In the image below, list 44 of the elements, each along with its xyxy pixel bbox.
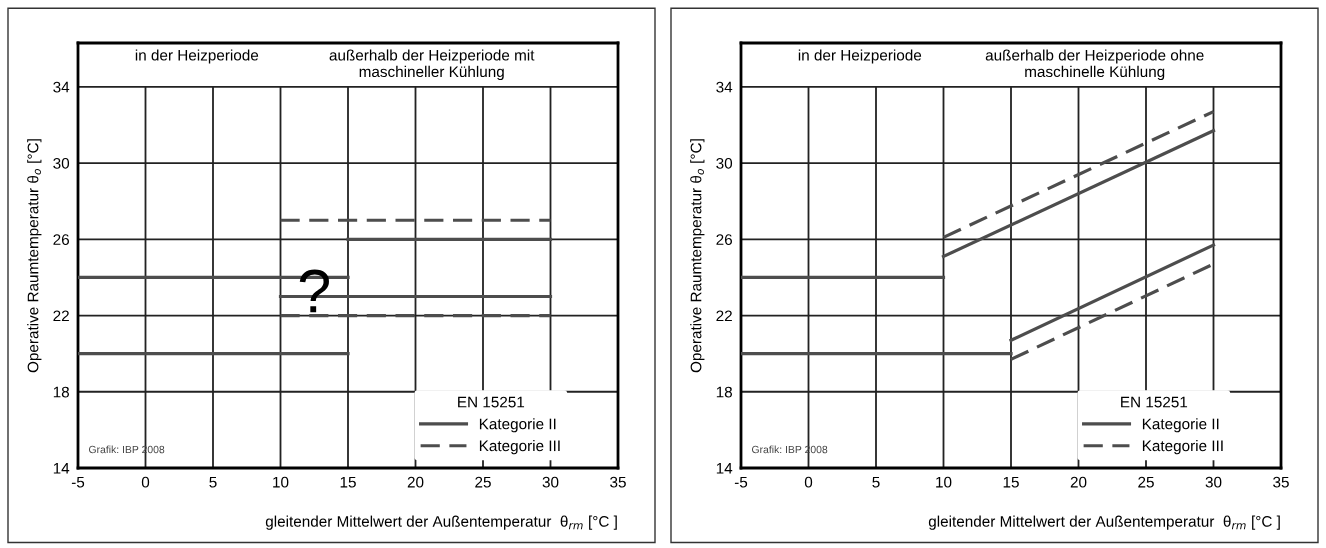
annotation: außerhalb der Heizperiode ohne maschinelle Kühlung: [985, 49, 1204, 81]
legend-title: EN 15251: [1121, 396, 1188, 408]
legend-label: Kategorie III: [479, 440, 560, 455]
x-tick-label: 15: [1003, 476, 1019, 488]
x-tick-label: 20: [1070, 476, 1087, 488]
x-tick-label: -5: [71, 476, 85, 488]
y-tick-label: 34: [716, 81, 733, 93]
legend-label: Kategorie II: [1142, 418, 1219, 433]
x-axis-title: gleitender Mittelwert der Außentemperatur θ$_{rm}$ [°C ]: [265, 515, 617, 530]
y-tick-label: 18: [716, 386, 732, 398]
x-axis-title: gleitender Mittelwert der Außentemperatur θ$_{rm}$ [°C ]: [928, 515, 1280, 530]
y-axis-title: Operative Raumtemperatur θ$_{o}$ [°C]: [690, 139, 705, 373]
x-tick-label: 25: [475, 476, 491, 488]
y-tick-label: 18: [53, 386, 69, 398]
x-tick-label: 0: [141, 476, 150, 488]
legend-title: EN 15251: [458, 396, 525, 408]
annotation: in der Heizperiode: [798, 49, 922, 64]
y-tick-label: 34: [53, 81, 70, 93]
y-tick-label: 26: [716, 234, 732, 245]
x-tick-label: 10: [273, 476, 289, 488]
x-tick-label: 5: [209, 476, 217, 488]
y-tick-label: 30: [716, 157, 733, 169]
y-axis-title: Operative Raumtemperatur θ$_{o}$ [°C]: [27, 139, 42, 373]
x-tick-label: 10: [936, 476, 952, 488]
x-tick-label: 25: [1138, 476, 1154, 488]
y-tick-label: 22: [53, 310, 69, 322]
y-tick-label: 14: [716, 463, 733, 474]
y-tick-label: 30: [53, 157, 70, 169]
x-tick-label: 5: [872, 476, 880, 488]
x-tick-label: 20: [407, 476, 424, 488]
annotation: in der Heizperiode: [135, 49, 259, 64]
x-tick-label: 30: [542, 476, 559, 488]
legend-label: Kategorie III: [1142, 440, 1223, 455]
x-tick-label: 30: [1205, 476, 1222, 488]
y-tick-label: 14: [53, 463, 70, 474]
x-tick-label: 0: [804, 476, 813, 488]
legend-label: Kategorie II: [479, 418, 556, 433]
y-tick-label: 22: [716, 310, 732, 322]
x-tick-label: 35: [610, 476, 626, 488]
x-tick-label: 15: [340, 476, 356, 488]
x-tick-label: -5: [734, 476, 748, 488]
x-tick-label: 35: [1273, 476, 1289, 488]
annotation: außerhalb der Heizperiode mit maschineller Kühlung: [329, 49, 535, 81]
y-tick-label: 26: [53, 234, 69, 245]
